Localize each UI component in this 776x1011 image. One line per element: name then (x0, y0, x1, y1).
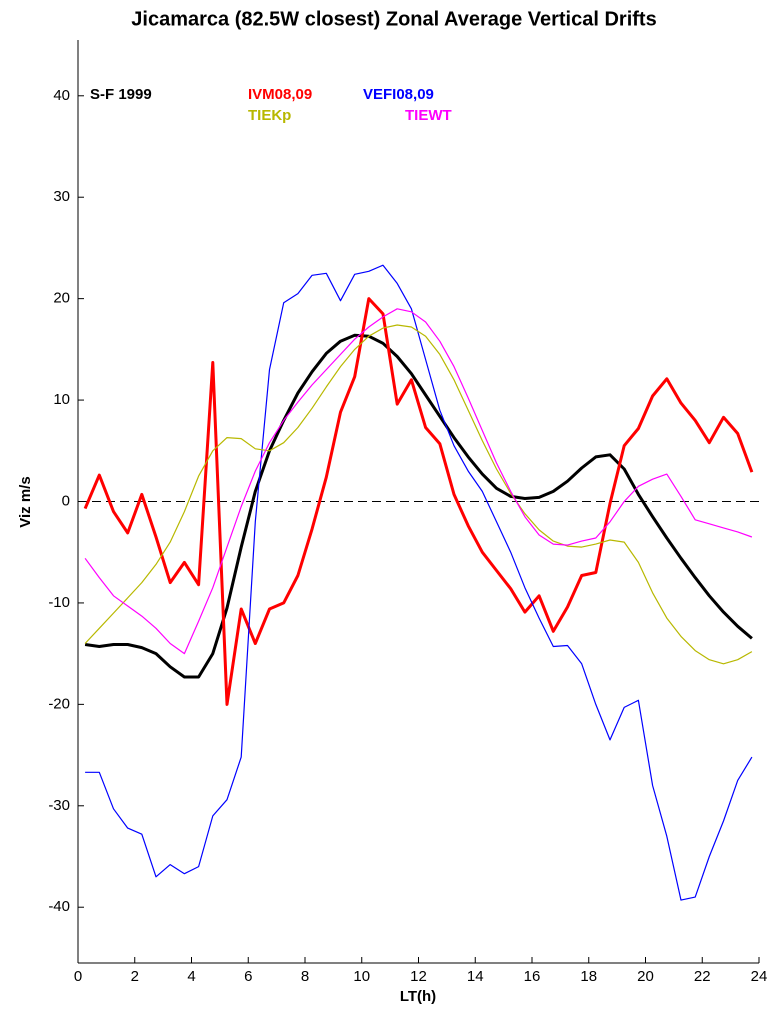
x-tick-label: 10 (353, 968, 370, 985)
x-tick-label: 22 (694, 968, 711, 985)
y-tick-label: 20 (53, 290, 70, 307)
y-tick-label: -10 (48, 594, 70, 611)
y-tick-label: 0 (62, 492, 70, 509)
legend-label: TIEKp (248, 107, 291, 124)
series-line (84, 308, 753, 655)
y-axis-label: Viz m/s (17, 476, 34, 527)
x-tick-label: 8 (301, 968, 309, 985)
y-tick-label: 40 (53, 87, 70, 104)
x-tick-label: 6 (244, 968, 252, 985)
legend-label: S-F 1999 (90, 86, 152, 103)
series-line (85, 264, 753, 901)
y-tick-label: -30 (48, 797, 70, 814)
series-line (84, 324, 753, 665)
legend-label: IVM08,09 (248, 86, 312, 103)
x-tick-label: 20 (637, 968, 654, 985)
legend-label: VEFI08,09 (363, 86, 434, 103)
x-tick-label: 0 (74, 968, 82, 985)
x-tick-label: 4 (187, 968, 195, 985)
x-tick-label: 16 (524, 968, 541, 985)
x-axis-label: LT(h) (400, 988, 436, 1005)
legend-label: TIEWT (405, 107, 452, 124)
x-tick-label: 2 (131, 968, 139, 985)
series-line (84, 333, 753, 679)
x-tick-label: 14 (467, 968, 484, 985)
x-tick-label: 18 (580, 968, 597, 985)
legend: S-F 1999 IVM08,09 VEFI08,09 TIEKp TIEWT (90, 86, 452, 124)
y-tick-label: -40 (48, 898, 70, 915)
y-tick-label: 10 (53, 391, 70, 408)
y-tick-label: 30 (53, 188, 70, 205)
x-tick-label: 12 (410, 968, 427, 985)
x-tick-label: 24 (751, 968, 768, 985)
y-tick-label: -20 (48, 695, 70, 712)
chart-title: Jicamarca (82.5W closest) Zonal Average … (131, 8, 656, 30)
series-line (83, 297, 754, 706)
